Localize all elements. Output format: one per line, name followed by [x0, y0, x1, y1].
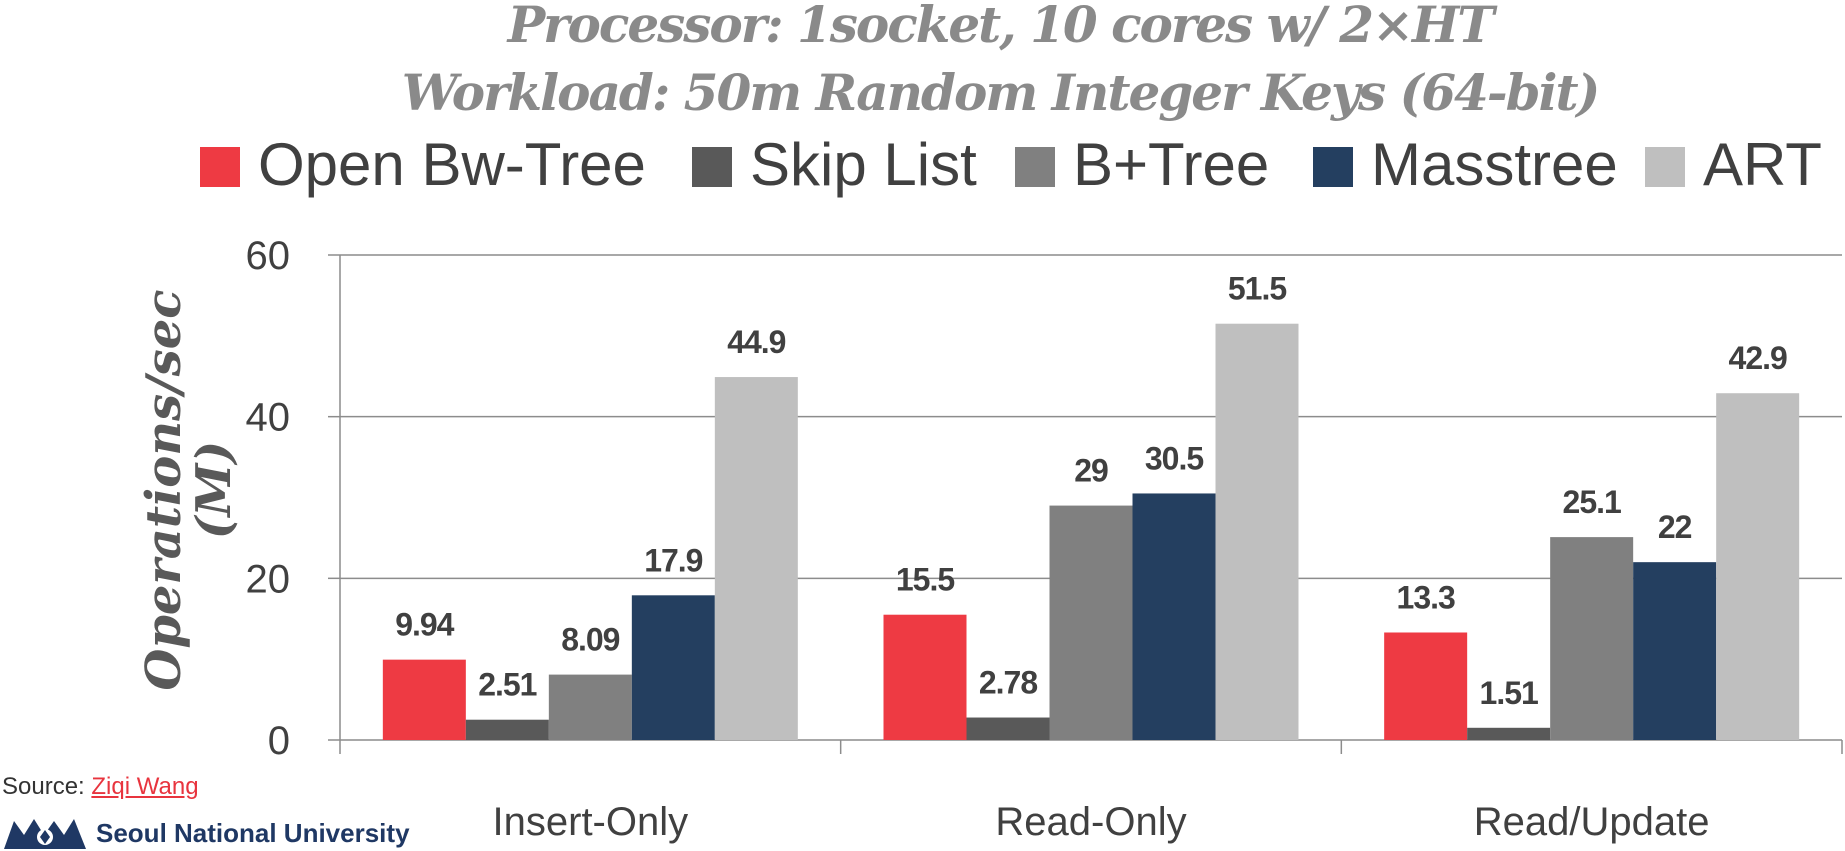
data-label: 25.1	[1563, 484, 1621, 520]
legend-label: Masstree	[1371, 131, 1618, 198]
y-tick-label: 40	[246, 396, 291, 440]
bar-skip-list-read-only	[966, 717, 1050, 740]
bar-open-bw-tree-read-update	[1384, 632, 1468, 740]
legend-label: B+Tree	[1073, 131, 1269, 198]
bar-open-bw-tree-insert-only	[382, 659, 466, 740]
chart-title-line-1: Processor: 1socket, 10 cores w/ 2×HT	[506, 0, 1499, 54]
y-axis-label-line-1: Operations/sec	[136, 290, 192, 691]
legend-swatch	[1313, 147, 1353, 187]
legend-swatch	[1015, 147, 1055, 187]
data-label: 17.9	[644, 542, 702, 578]
bar-b-tree-read-only	[1049, 505, 1133, 740]
legend-label: Open Bw-Tree	[258, 131, 646, 198]
data-label: 1.51	[1480, 675, 1538, 711]
university-name: Seoul National University	[96, 817, 410, 848]
data-label: 51.5	[1228, 271, 1286, 307]
data-label: 13.3	[1397, 579, 1455, 615]
source-note: Source: Ziqi Wang	[2, 773, 199, 801]
legend: Open Bw-Tree Skip List B+Tree Masstree ART	[200, 131, 1822, 198]
data-label: 8.09	[561, 622, 619, 658]
bar-masstree-insert-only	[631, 595, 715, 740]
data-label: 22	[1658, 509, 1692, 545]
x-category-label: Read-Only	[995, 800, 1186, 844]
university-logo: Seoul National University	[0, 815, 410, 851]
data-label: 2.51	[478, 667, 536, 703]
legend-swatch	[692, 147, 732, 187]
data-label: 15.5	[896, 562, 954, 598]
data-labels: 9.94 2.51 8.09 17.9 44.9 15.5 2.78 29 30.5 51.5 13…	[395, 271, 1788, 711]
y-tick-label: 60	[246, 234, 291, 278]
bar-art-read-update	[1716, 393, 1800, 740]
x-category-label: Insert-Only	[493, 800, 689, 844]
bar-b-tree-read-update	[1550, 537, 1634, 740]
bar-art-read-only	[1215, 323, 1299, 740]
axes: 0 20 40 60 Insert-Only Read-Only Read/Update	[246, 234, 1843, 844]
legend-label: Skip List	[750, 131, 977, 198]
data-label: 9.94	[395, 607, 454, 643]
y-tick-label: 0	[268, 719, 290, 763]
bars	[382, 323, 1800, 740]
bar-skip-list-insert-only	[465, 719, 549, 740]
bar-masstree-read-only	[1132, 493, 1216, 740]
legend-swatch	[1645, 147, 1685, 187]
data-label: 29	[1074, 453, 1108, 489]
snu-emblem-icon	[4, 819, 86, 849]
legend-swatch	[200, 147, 240, 187]
y-axis-label-line-2: (M)	[186, 441, 242, 540]
source-prefix: Source:	[2, 773, 92, 800]
data-label: 42.9	[1729, 340, 1787, 376]
source-author-link[interactable]: Ziqi Wang	[91, 773, 199, 800]
x-category-label: Read/Update	[1474, 800, 1710, 844]
bar-open-bw-tree-read-only	[883, 614, 967, 740]
bar-skip-list-read-update	[1467, 727, 1551, 740]
y-tick-label: 20	[246, 557, 291, 601]
bar-art-insert-only	[714, 377, 798, 740]
data-label: 2.78	[979, 665, 1037, 701]
y-axis-label: Operations/sec (M)	[136, 290, 242, 691]
data-label: 44.9	[727, 324, 785, 360]
legend-label: ART	[1703, 131, 1822, 198]
bar-b-tree-insert-only	[548, 674, 632, 740]
bar-masstree-read-update	[1633, 562, 1717, 740]
data-label: 30.5	[1145, 440, 1203, 476]
chart-title: Processor: 1socket, 10 cores w/ 2×HT Wor…	[402, 0, 1601, 122]
chart-title-line-2: Workload: 50m Random Integer Keys (64-bi…	[402, 63, 1599, 122]
